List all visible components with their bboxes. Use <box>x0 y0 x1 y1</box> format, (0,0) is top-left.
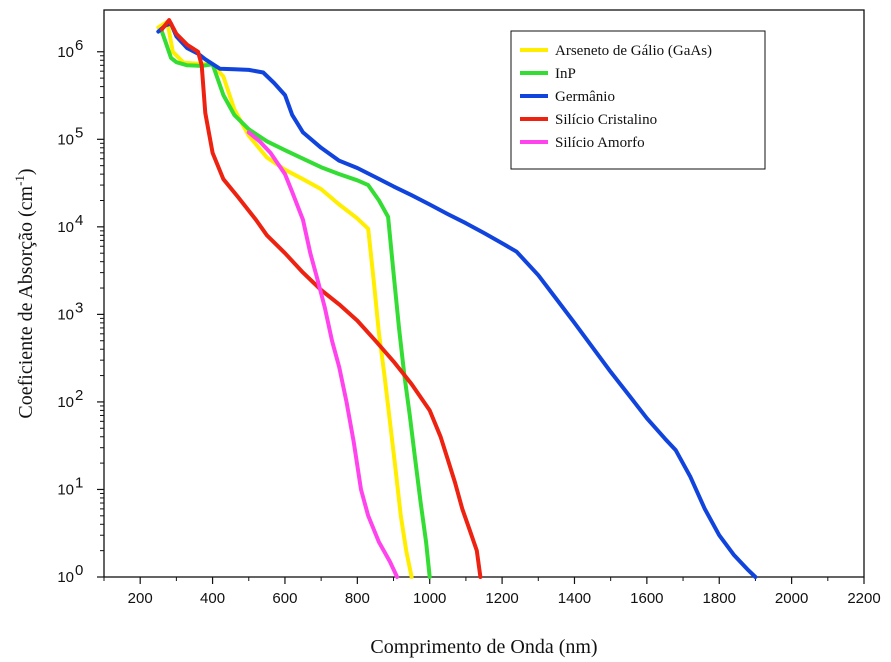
legend-box <box>510 30 766 170</box>
y-axis-title-main: Coeficiente de Absorção (cm <box>15 185 37 418</box>
legend-label: Silício Cristalino <box>555 112 657 128</box>
x-tick-label: 1000 <box>413 590 446 607</box>
legend: Arseneto de Gálio (GaAs) InP Germânio Silíc… <box>510 30 766 170</box>
y-tick-label: 10 <box>57 306 74 323</box>
y-tick-exponent: 6 <box>75 37 83 54</box>
x-tick-label: 600 <box>272 590 297 607</box>
y-tick-exponent: 1 <box>75 474 83 491</box>
y-axis-title: Coeficiente de Absorção (cm-1) <box>12 168 37 418</box>
y-tick-label: 10 <box>57 481 74 498</box>
y-tick-exponent: 4 <box>75 212 83 229</box>
series-line-1 <box>159 29 432 579</box>
series-line-2 <box>156 21 758 579</box>
y-axis-title-sup: -1 <box>12 175 27 186</box>
y-tick-label: 10 <box>57 219 74 236</box>
y-tick-exponent: 0 <box>75 562 83 579</box>
x-tick-label: 2200 <box>847 590 880 607</box>
legend-label: Germânio <box>555 89 615 105</box>
x-tick-label: 1400 <box>558 590 591 607</box>
y-tick-exponent: 2 <box>75 387 83 404</box>
y-tick-label: 10 <box>57 394 74 411</box>
y-tick-label: 10 <box>57 131 74 148</box>
x-axis-title: Comprimento de Onda (nm) <box>370 636 597 658</box>
x-tick-label: 1600 <box>630 590 663 607</box>
x-tick-label: 1200 <box>485 590 518 607</box>
series-line-4 <box>246 130 400 579</box>
legend-label: Silício Amorfo <box>555 135 645 151</box>
series-line-3 <box>159 18 483 579</box>
legend-label: InP <box>555 66 576 82</box>
y-tick-exponent: 5 <box>75 124 83 141</box>
x-tick-label: 400 <box>200 590 225 607</box>
y-tick-label: 10 <box>57 44 74 61</box>
series-line-0 <box>156 19 414 579</box>
x-tick-label: 1800 <box>703 590 736 607</box>
legend-label: Arseneto de Gálio (GaAs) <box>555 43 712 59</box>
x-axis: 200 400 600 800 1000 1200 1400 1600 1800 2000 2200 <box>103 577 881 607</box>
x-tick-label: 800 <box>345 590 370 607</box>
plot-frame <box>103 9 865 578</box>
y-tick-exponent: 3 <box>75 299 83 316</box>
series-group <box>156 18 758 579</box>
y-axis-title-end: ) <box>15 168 37 175</box>
x-tick-label: 2000 <box>775 590 808 607</box>
y-tick-label: 10 <box>57 569 74 586</box>
x-tick-label: 200 <box>128 590 153 607</box>
